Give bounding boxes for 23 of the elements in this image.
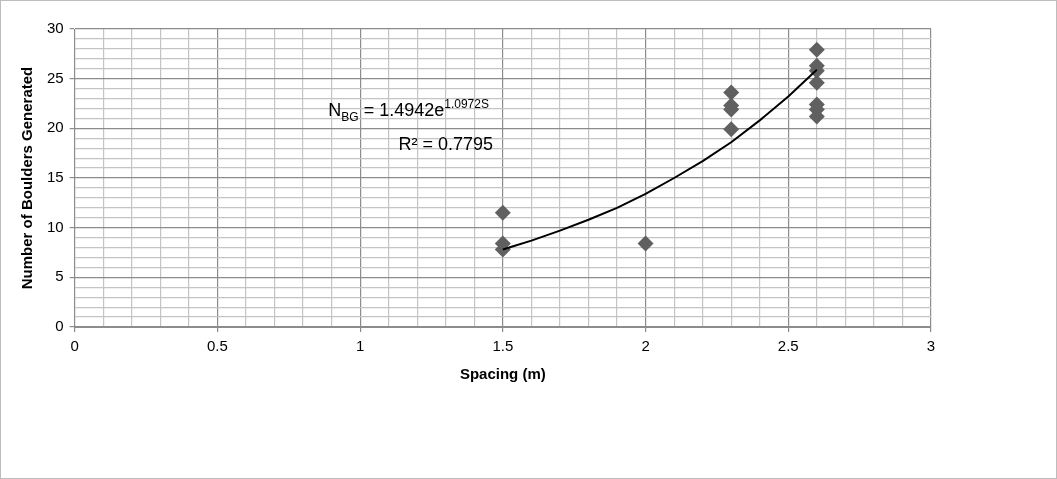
point (808, 41, 825, 58)
y-tick-label: 30 (47, 19, 64, 37)
x-tick-label: 1 (355, 337, 365, 355)
y-tick-label: 15 (47, 168, 64, 186)
x-tick-label: 1.5 (492, 337, 514, 355)
x-axis-title: Spacing (m) (459, 365, 546, 383)
point (723, 84, 740, 101)
y-axis-title: Number of Boulders Generated (18, 66, 36, 290)
x-tick-label: 2.5 (777, 337, 799, 355)
x-tick-label: 2 (641, 337, 650, 355)
point (808, 74, 825, 91)
y-tick-label: 0 (55, 317, 64, 335)
point (494, 204, 511, 221)
x-tick-label: 0.5 (206, 337, 228, 355)
point (723, 121, 740, 138)
annotation: R² = 0.7795 (398, 134, 494, 155)
x-tick-label: 0 (70, 337, 79, 355)
x-tick-label: 3 (926, 337, 936, 355)
y-tick-label: 20 (47, 118, 64, 136)
point (637, 235, 654, 252)
y-tick-label: 25 (47, 68, 64, 86)
y-tick-label: 10 (47, 217, 64, 235)
y-tick-label: 5 (55, 267, 64, 285)
